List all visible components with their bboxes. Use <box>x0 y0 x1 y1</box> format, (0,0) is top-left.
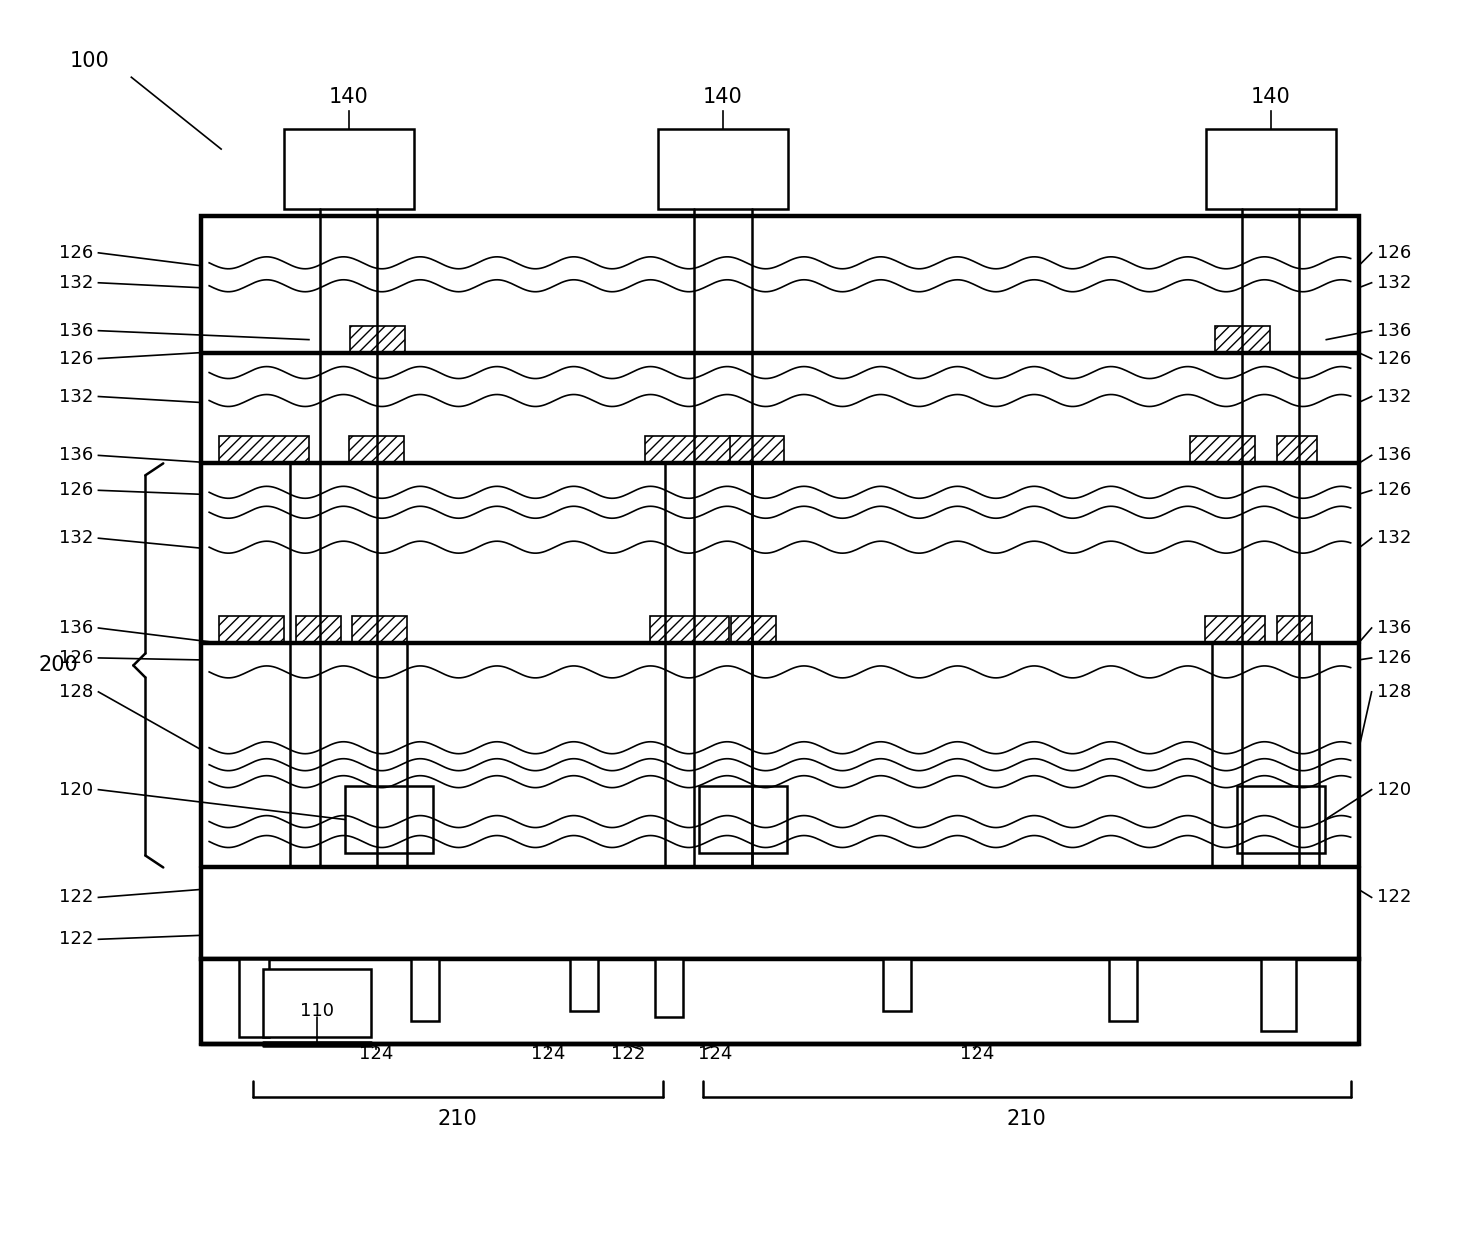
Text: 122: 122 <box>59 889 93 906</box>
Bar <box>263 969 370 1037</box>
Bar <box>658 129 788 208</box>
Bar <box>1238 786 1325 853</box>
Bar <box>645 437 739 463</box>
Bar <box>699 786 788 853</box>
Bar <box>1190 437 1255 463</box>
Text: 132: 132 <box>1376 274 1412 291</box>
Text: 132: 132 <box>59 274 93 291</box>
Text: 126: 126 <box>1376 243 1410 262</box>
Text: 110: 110 <box>299 1003 333 1020</box>
Bar <box>1215 325 1270 353</box>
Bar <box>732 616 776 643</box>
Text: 122: 122 <box>611 1045 646 1063</box>
Text: 136: 136 <box>1376 447 1410 464</box>
Text: 126: 126 <box>59 350 93 368</box>
Text: 124: 124 <box>698 1045 732 1063</box>
Text: 126: 126 <box>1376 350 1410 368</box>
Text: 200: 200 <box>38 655 78 675</box>
Text: 132: 132 <box>1376 388 1412 405</box>
Text: 120: 120 <box>1376 781 1410 798</box>
Text: 136: 136 <box>59 447 93 464</box>
Bar <box>655 959 683 1017</box>
Bar <box>220 437 308 463</box>
Bar <box>730 437 785 463</box>
Bar <box>353 616 407 643</box>
Text: 210: 210 <box>438 1109 478 1130</box>
Text: 136: 136 <box>59 619 93 638</box>
Bar <box>1109 959 1137 1022</box>
Text: 140: 140 <box>704 87 743 107</box>
Text: 126: 126 <box>1376 482 1410 499</box>
Bar <box>345 786 434 853</box>
Text: 122: 122 <box>1376 889 1412 906</box>
Text: 128: 128 <box>1376 683 1410 700</box>
Bar <box>1261 959 1295 1032</box>
Bar <box>1277 616 1313 643</box>
Text: 136: 136 <box>59 321 93 340</box>
Bar <box>220 616 285 643</box>
Text: 136: 136 <box>1376 619 1410 638</box>
Bar <box>350 437 404 463</box>
Text: 126: 126 <box>59 482 93 499</box>
Text: 126: 126 <box>59 649 93 666</box>
Text: 124: 124 <box>358 1045 392 1063</box>
Bar <box>649 616 730 643</box>
Text: 100: 100 <box>69 51 109 72</box>
Text: 124: 124 <box>960 1045 994 1063</box>
Text: 132: 132 <box>59 530 93 547</box>
Text: 132: 132 <box>59 388 93 405</box>
Text: 132: 132 <box>1376 530 1412 547</box>
Text: 136: 136 <box>1376 321 1410 340</box>
Bar <box>285 129 413 208</box>
Bar <box>239 959 268 1037</box>
Bar <box>571 959 599 1012</box>
Text: 122: 122 <box>59 930 93 949</box>
Bar <box>882 959 910 1012</box>
Bar <box>1277 437 1317 463</box>
Text: 126: 126 <box>1376 649 1410 666</box>
Bar <box>410 959 438 1022</box>
Bar <box>201 216 1358 959</box>
Text: 210: 210 <box>1006 1109 1046 1130</box>
Text: 124: 124 <box>531 1045 565 1063</box>
Bar <box>1207 129 1336 208</box>
Bar <box>201 959 1358 1044</box>
Bar <box>1205 616 1266 643</box>
Text: 140: 140 <box>1251 87 1291 107</box>
Text: 120: 120 <box>59 781 93 798</box>
Text: 128: 128 <box>59 683 93 700</box>
Text: 126: 126 <box>59 243 93 262</box>
Text: 140: 140 <box>329 87 369 107</box>
Bar <box>296 616 341 643</box>
Bar <box>351 325 406 353</box>
